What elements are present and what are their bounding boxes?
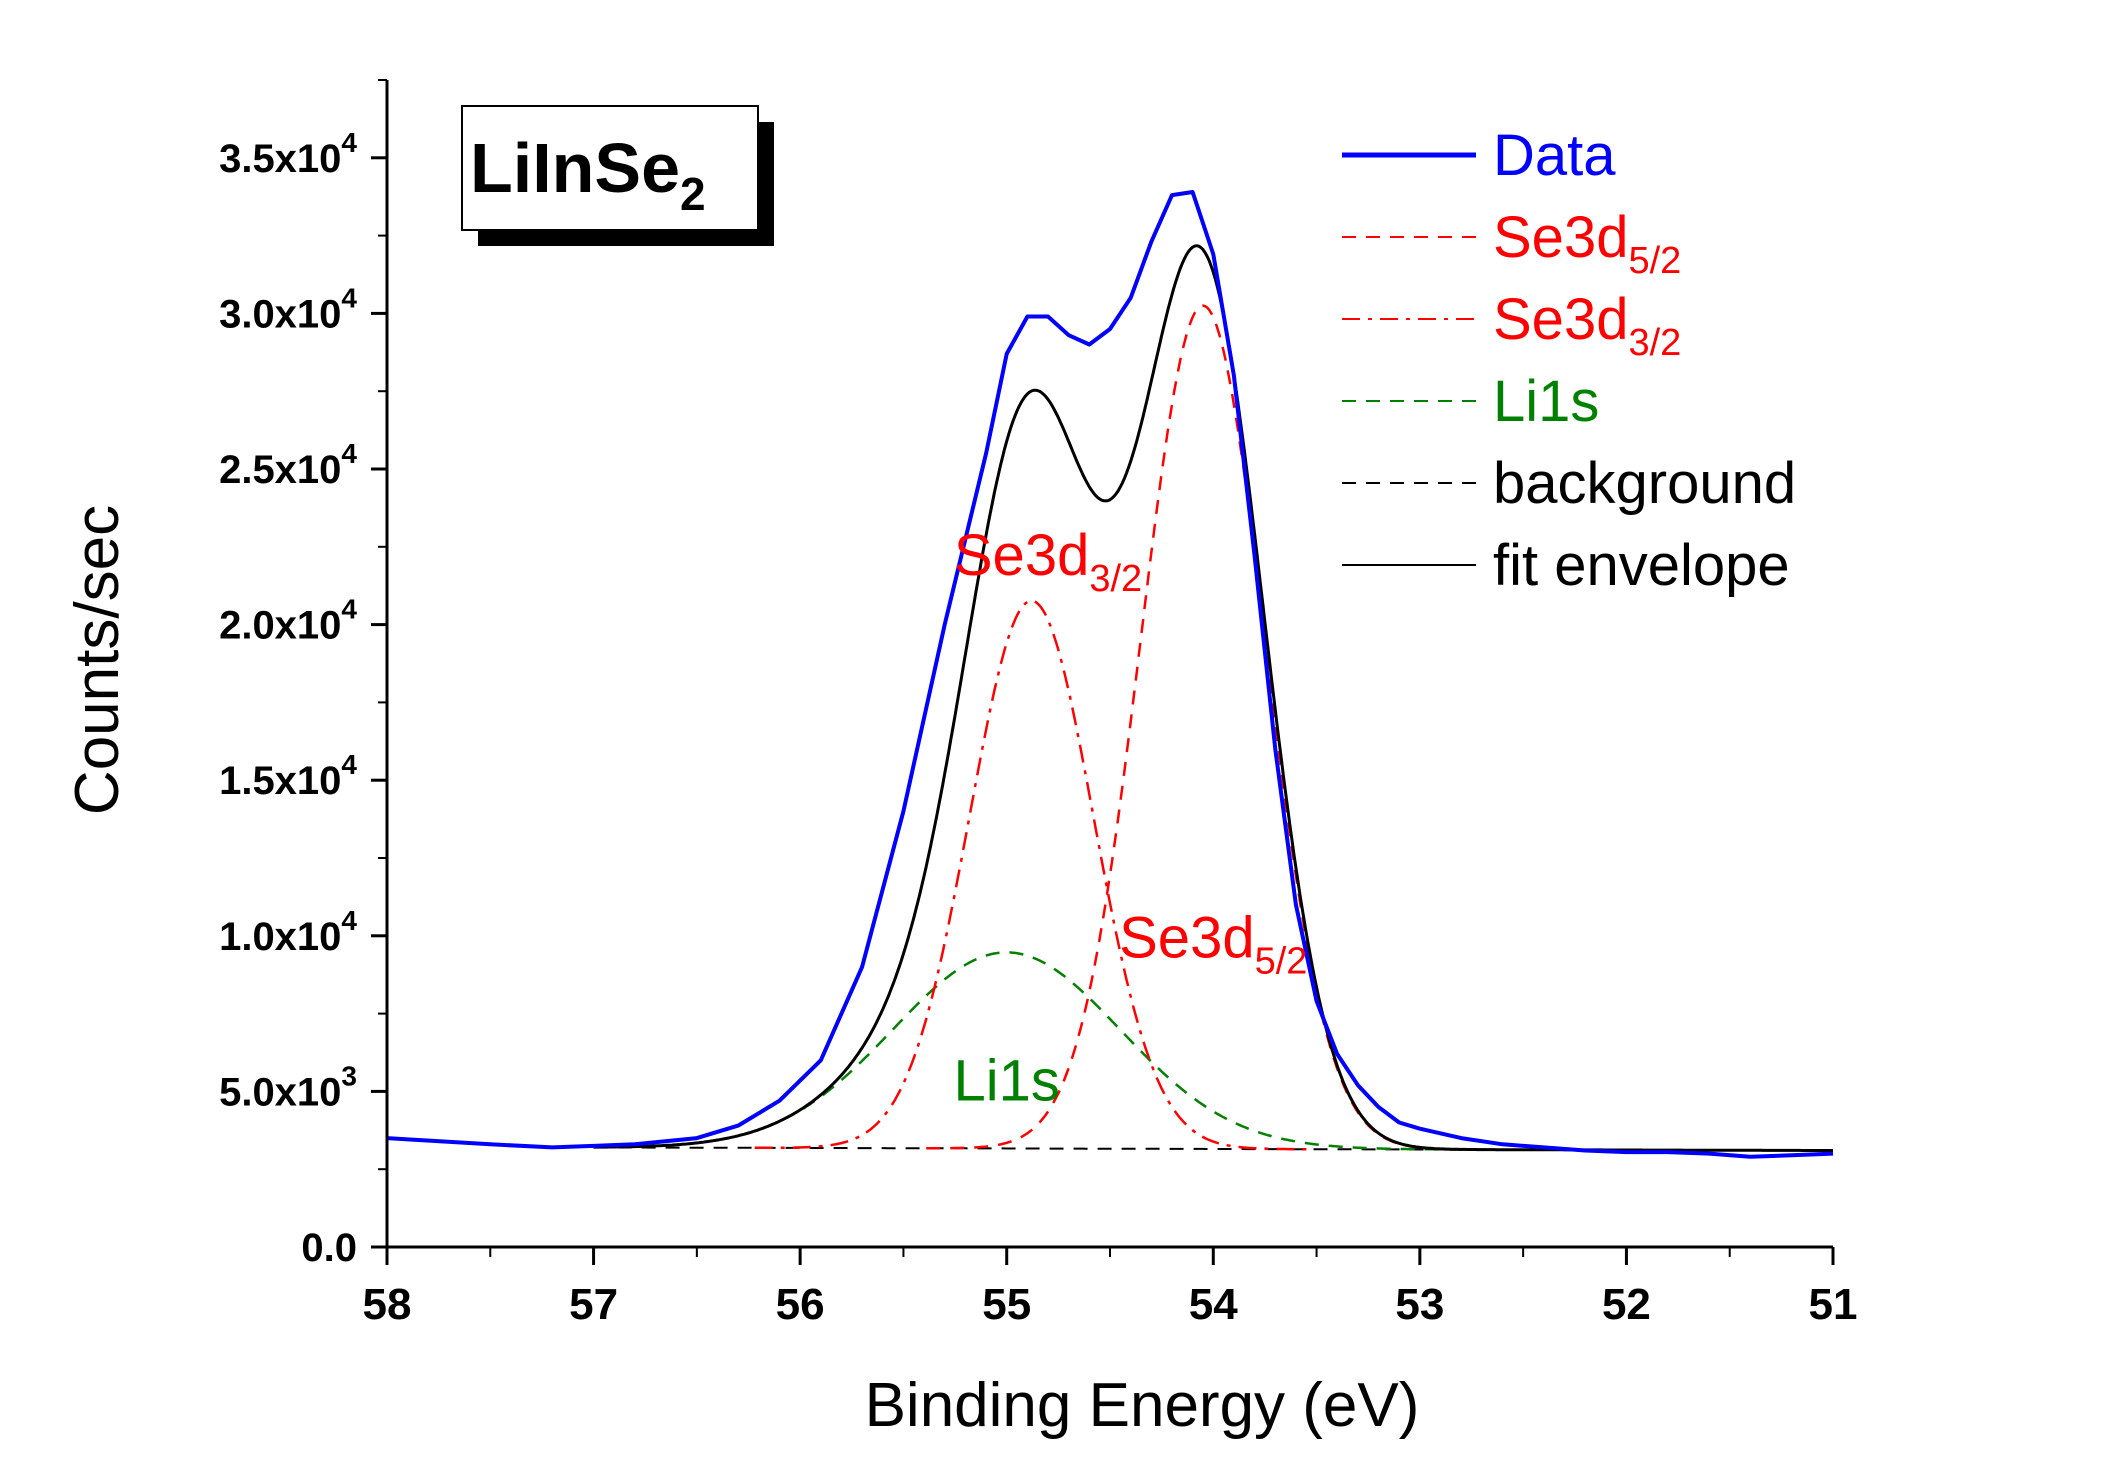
y-tick-mantissa: 2.0x10 — [219, 604, 341, 648]
y-tick-mantissa: 3.0x10 — [219, 292, 341, 336]
legend-label-subscript: 5/2 — [1628, 240, 1681, 282]
y-tick-label: 5.0x103 — [219, 1060, 357, 1114]
legend-label-background: background — [1493, 451, 1796, 516]
x-tick-label: 53 — [1395, 1280, 1444, 1329]
chart-title: LiInSe2 — [470, 129, 706, 220]
annotation-li1s: Li1s — [954, 1049, 1060, 1114]
x-axis-ticks: 58 57 56 55 54 53 52 51 — [363, 1247, 1858, 1329]
y-tick-label: 3.5x104 — [219, 127, 357, 181]
curve-fit-envelope — [593, 244, 1833, 1152]
curve-se3d3-2 — [754, 599, 1311, 1151]
x-tick-label: 56 — [776, 1280, 825, 1329]
chart-title-text: LiInSe — [470, 129, 680, 207]
y-tick-exponent: 4 — [341, 594, 357, 625]
y-tick-label: 1.5x104 — [219, 749, 357, 803]
legend-label-se3d5-2: Se3d5/2 — [1493, 205, 1681, 282]
x-tick-label: 58 — [363, 1280, 412, 1329]
annotation-text: Se3d — [1119, 906, 1254, 971]
y-tick-exponent: 4 — [341, 905, 357, 936]
legend-label-text: Se3d — [1493, 205, 1628, 270]
y-tick-exponent: 4 — [341, 749, 357, 780]
y-tick-mantissa: 1.5x10 — [219, 759, 341, 803]
curve-data — [386, 190, 1834, 1159]
legend-label-text: background — [1493, 451, 1796, 516]
legend-label-text: Se3d — [1493, 287, 1628, 352]
x-tick-label: 51 — [1809, 1280, 1858, 1329]
legend-label-fit-envelope: fit envelope — [1493, 533, 1790, 598]
y-tick-label: 1.0x104 — [219, 905, 357, 959]
y-tick-exponent: 4 — [341, 127, 357, 158]
annotation-subscript: 5/2 — [1255, 941, 1308, 983]
annotation-se3d5-2: Se3d5/2 — [1119, 906, 1307, 983]
x-axis-title: Binding Energy (eV) — [865, 1371, 1420, 1440]
x-tick-label: 52 — [1602, 1280, 1651, 1329]
chart-title-box: LiInSe2 — [461, 105, 774, 246]
legend-label-text: fit envelope — [1493, 533, 1790, 598]
x-tick-label: 55 — [982, 1280, 1031, 1329]
legend-label-subscript: 3/2 — [1628, 322, 1681, 364]
y-tick-label: 2.5x104 — [219, 438, 357, 492]
x-tick-label: 54 — [1189, 1280, 1238, 1329]
y-tick-exponent: 3 — [341, 1060, 357, 1091]
legend-label-data: Data — [1493, 123, 1616, 188]
y-tick-label: 3.0x104 — [219, 282, 357, 336]
y-tick-mantissa: 3.5x10 — [219, 137, 341, 181]
y-tick-mantissa: 0.0 — [301, 1226, 357, 1270]
y-axis-ticks: 0.05.0x1031.0x1041.5x1042.0x1042.5x1043.… — [219, 79, 387, 1270]
chart-title-subscript: 2 — [680, 168, 706, 220]
x-tick-label: 57 — [569, 1280, 618, 1329]
y-tick-exponent: 4 — [341, 282, 357, 313]
y-tick-mantissa: 2.5x10 — [219, 448, 341, 492]
plot-area: 0.05.0x1031.0x1041.5x1042.0x1042.5x1043.… — [219, 79, 1858, 1329]
y-tick-label: 0.0 — [301, 1226, 357, 1270]
title-box-frame — [461, 105, 759, 231]
y-tick-label: 2.0x104 — [219, 594, 357, 648]
y-tick-mantissa: 5.0x10 — [219, 1070, 341, 1114]
legend-label-text: Li1s — [1493, 369, 1599, 434]
annotation-text: Li1s — [954, 1049, 1060, 1114]
y-tick-mantissa: 1.0x10 — [219, 915, 341, 959]
legend-label-li1s: Li1s — [1493, 369, 1599, 434]
spectrum-curves — [386, 190, 1834, 1159]
y-tick-exponent: 4 — [341, 438, 357, 469]
legend-label-text: Data — [1493, 123, 1616, 188]
annotation-subscript: 3/2 — [1089, 558, 1142, 600]
annotation-text: Se3d — [954, 523, 1089, 588]
y-axis-title: Counts/sec — [63, 505, 132, 815]
legend-label-se3d3-2: Se3d3/2 — [1493, 287, 1681, 364]
annotation-se3d3-2: Se3d3/2 — [954, 523, 1142, 600]
